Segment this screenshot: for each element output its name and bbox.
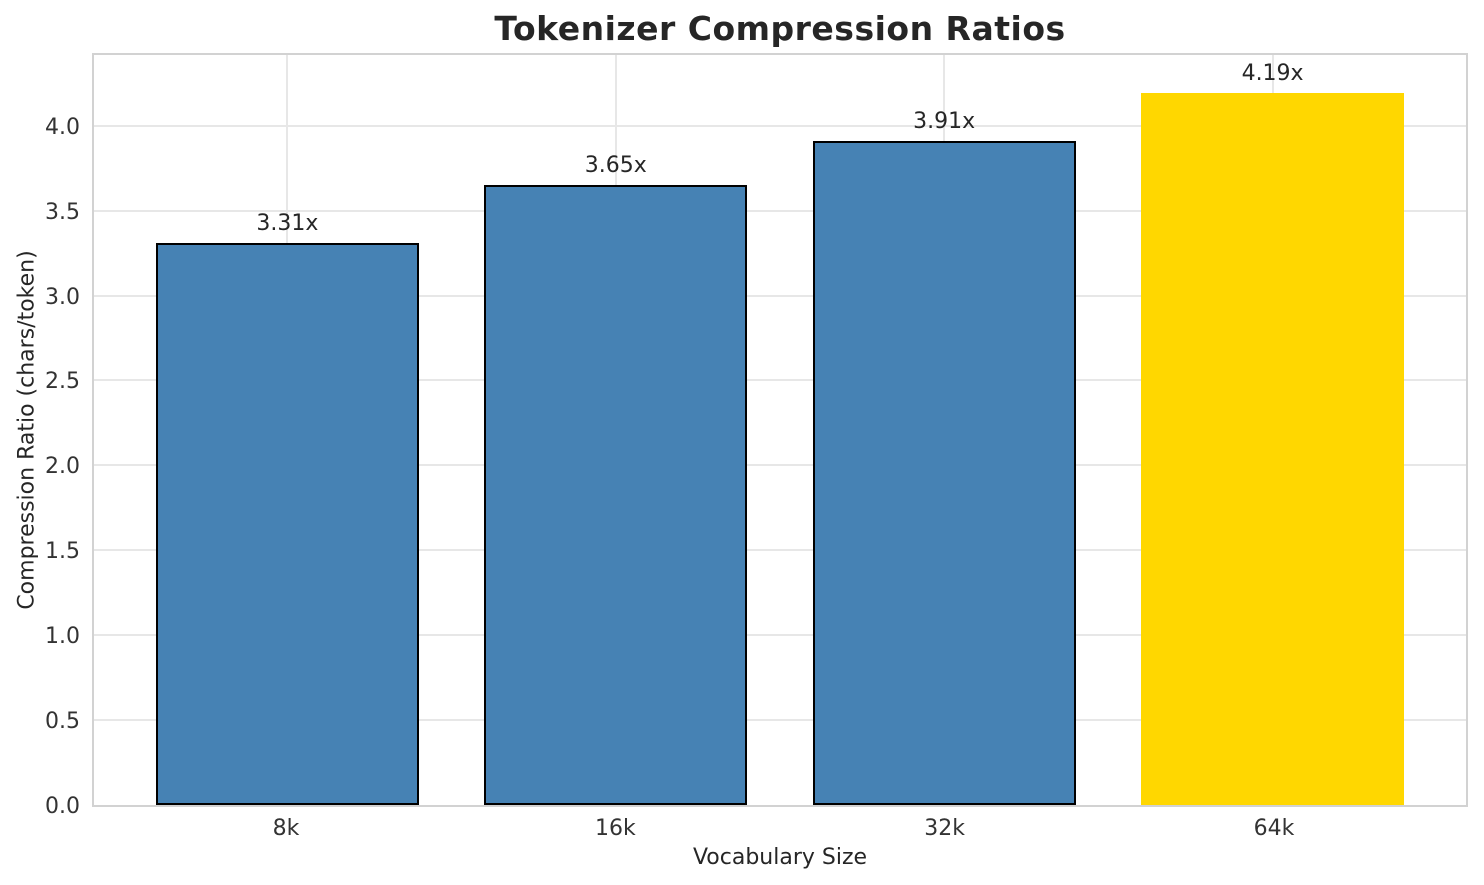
x-tick-label-16k: 16k bbox=[594, 816, 636, 841]
bar-8k bbox=[156, 242, 419, 805]
y-tick-label: 4.0 bbox=[45, 114, 80, 140]
chart-title: Tokenizer Compression Ratios bbox=[494, 9, 1066, 48]
y-tick-label: 2.5 bbox=[45, 369, 80, 395]
x-tick-label-8k: 8k bbox=[272, 816, 300, 841]
y-tick-label: 2.0 bbox=[45, 454, 80, 480]
y-tick-label: 0.0 bbox=[45, 794, 80, 819]
y-tick-label: 1.5 bbox=[45, 539, 80, 565]
y-tick-label: 3.5 bbox=[45, 199, 80, 225]
h-gridline bbox=[94, 464, 1466, 467]
h-gridline bbox=[94, 294, 1466, 297]
bar-value-label: 4.19x bbox=[1241, 61, 1304, 87]
bar-16k bbox=[484, 185, 748, 805]
y-tick-label: 0.5 bbox=[45, 709, 80, 735]
bar-64k bbox=[1141, 93, 1404, 805]
x-axis-label: Vocabulary Size bbox=[692, 845, 868, 870]
bar-value-label: 3.91x bbox=[913, 109, 976, 135]
x-tick-label-64k: 64k bbox=[1253, 816, 1295, 841]
h-gridline bbox=[94, 124, 1466, 127]
plot-area: 3.31x 3.65x 3.91x 4.19x bbox=[92, 53, 1468, 807]
h-gridline bbox=[94, 549, 1466, 552]
bar-value-label: 3.65x bbox=[584, 153, 647, 179]
bar-32k bbox=[812, 141, 1076, 805]
h-gridline bbox=[94, 379, 1466, 382]
x-tick-label-32k: 32k bbox=[924, 816, 966, 841]
h-gridline bbox=[94, 209, 1466, 212]
y-tick-label: 1.0 bbox=[45, 624, 80, 650]
bar-value-label: 3.31x bbox=[256, 210, 319, 236]
y-tick-label: 3.0 bbox=[45, 284, 80, 310]
h-gridline bbox=[94, 634, 1466, 637]
h-gridline bbox=[94, 719, 1466, 722]
